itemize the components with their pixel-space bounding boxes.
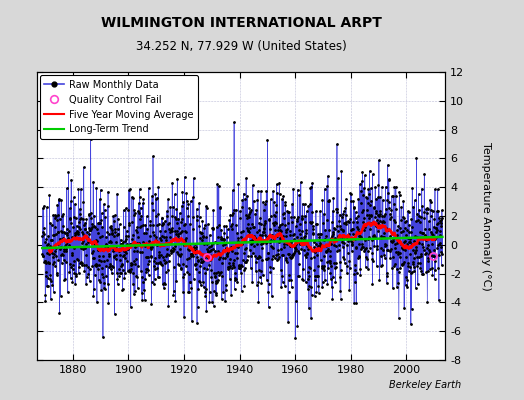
Text: WILMINGTON INTERNATIONAL ARPT: WILMINGTON INTERNATIONAL ARPT (101, 16, 381, 30)
Legend: Raw Monthly Data, Quality Control Fail, Five Year Moving Average, Long-Term Tren: Raw Monthly Data, Quality Control Fail, … (40, 75, 198, 139)
Y-axis label: Temperature Anomaly (°C): Temperature Anomaly (°C) (481, 142, 491, 290)
Text: Berkeley Earth: Berkeley Earth (389, 380, 461, 390)
Text: 34.252 N, 77.929 W (United States): 34.252 N, 77.929 W (United States) (136, 40, 346, 53)
